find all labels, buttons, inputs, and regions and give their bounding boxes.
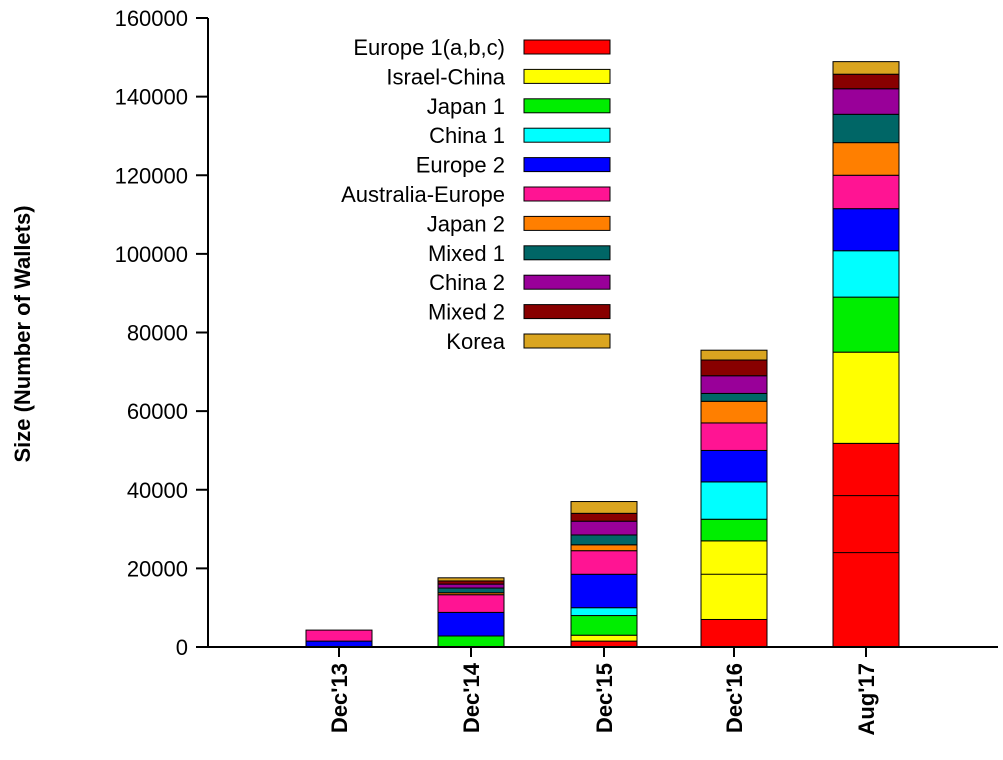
legend-swatch [523,98,611,114]
bar-segment [832,174,900,210]
y-tick-label: 120000 [115,163,188,188]
legend-label: Korea [446,329,505,354]
legend-label: Israel-China [386,64,505,89]
legend-swatch [523,157,611,173]
y-tick-label: 100000 [115,242,188,267]
bar-segment [700,449,768,483]
y-tick-label: 40000 [127,478,188,503]
legend-swatch [523,39,611,55]
legend-swatch [523,215,611,231]
y-tick-label: 60000 [127,399,188,424]
bar-segment [700,359,768,377]
bar-segment [570,573,638,609]
bar-segment [570,550,638,575]
y-tick-label: 80000 [127,321,188,346]
bar-segment [437,611,505,637]
x-tick-label: Dec'14 [459,662,484,733]
bar-segment [700,349,768,361]
bar-segment [437,587,505,594]
y-axis-title: Size (Number of Wallets) [10,205,35,462]
legend-swatch [523,127,611,143]
bar-segment [700,422,768,451]
legend-label: Mixed 2 [428,300,505,325]
legend: Europe 1(a,b,c) Israel-China Japan 1 China … [341,35,611,354]
bar-segment [832,113,900,144]
bar-segment [570,520,638,536]
bars [305,61,900,648]
bar-segment [832,208,900,252]
legend-label: Japan 1 [427,94,505,119]
legend-label: Europe 1(a,b,c) [353,35,505,60]
bar-segment [570,544,638,552]
legend-label: China 1 [429,123,505,148]
legend-label: Europe 2 [416,153,505,178]
bar-segment [700,400,768,424]
legend-swatch [523,245,611,261]
legend-swatch [523,186,611,202]
bar-segment [700,375,768,394]
bar-segment [305,629,373,642]
legend-label: Mixed 1 [428,241,505,266]
y-tick-label: 20000 [127,556,188,581]
y-tick-label: 140000 [115,85,188,110]
axes: 0 20000 40000 60000 80000 100000 120000 140000 1… [115,6,998,735]
legend-swatch [523,274,611,290]
bar-segment [570,607,638,617]
bar-segment [832,250,900,298]
bar-segment [437,635,505,648]
legend-swatch [523,68,611,84]
legend-label: Japan 2 [427,211,505,236]
bar-segment [437,583,505,589]
bar-segment [832,73,900,90]
bar-segment [700,392,768,402]
bar-segment [570,534,638,546]
bar-segment [570,615,638,636]
x-tick-label: Dec'15 [592,663,617,733]
x-tick-label: Dec'13 [327,663,352,733]
bar-segment [700,518,768,542]
bar-segment [832,142,900,176]
bar-segment [832,296,900,353]
bar-segment [700,540,768,620]
legend-swatch [523,333,611,349]
y-tick-label: 0 [176,635,188,660]
legend-label: Australia-Europe [341,182,505,207]
bar-segment [437,594,505,613]
x-tick-label: Dec'16 [722,663,747,733]
bar-segment [570,501,638,514]
bar-segment [700,481,768,520]
legend-swatch [523,304,611,320]
bar-segment [570,634,638,642]
bar-segment [700,618,768,648]
x-tick-label: Aug'17 [854,663,879,735]
bar-segment [832,61,900,75]
bar-segment [570,512,638,522]
bar-segment [832,442,900,648]
bar-segment [832,351,900,444]
y-tick-label: 160000 [115,6,188,31]
bar-segment [832,88,900,115]
bar-segment [437,577,505,582]
legend-label: China 2 [429,270,505,295]
